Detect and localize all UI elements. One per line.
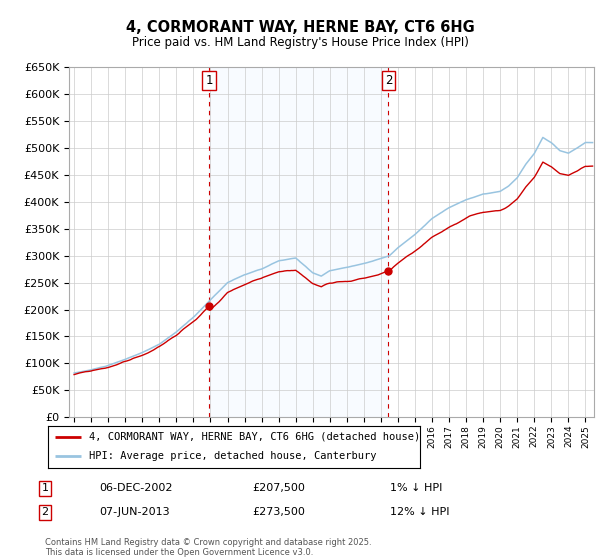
Text: 2: 2 [385,74,392,87]
Text: 1: 1 [41,483,49,493]
Text: 12% ↓ HPI: 12% ↓ HPI [390,507,449,517]
Text: £273,500: £273,500 [252,507,305,517]
Text: 1% ↓ HPI: 1% ↓ HPI [390,483,442,493]
Text: £207,500: £207,500 [252,483,305,493]
Text: HPI: Average price, detached house, Canterbury: HPI: Average price, detached house, Cant… [89,451,376,461]
Text: 1: 1 [205,74,213,87]
Text: 2: 2 [41,507,49,517]
Text: 4, CORMORANT WAY, HERNE BAY, CT6 6HG: 4, CORMORANT WAY, HERNE BAY, CT6 6HG [125,20,475,35]
Text: 4, CORMORANT WAY, HERNE BAY, CT6 6HG (detached house): 4, CORMORANT WAY, HERNE BAY, CT6 6HG (de… [89,432,420,442]
Text: Contains HM Land Registry data © Crown copyright and database right 2025.
This d: Contains HM Land Registry data © Crown c… [45,538,371,557]
Text: Price paid vs. HM Land Registry's House Price Index (HPI): Price paid vs. HM Land Registry's House … [131,36,469,49]
Bar [209,67,388,417]
Text: 06-DEC-2002: 06-DEC-2002 [99,483,173,493]
Text: 07-JUN-2013: 07-JUN-2013 [99,507,170,517]
